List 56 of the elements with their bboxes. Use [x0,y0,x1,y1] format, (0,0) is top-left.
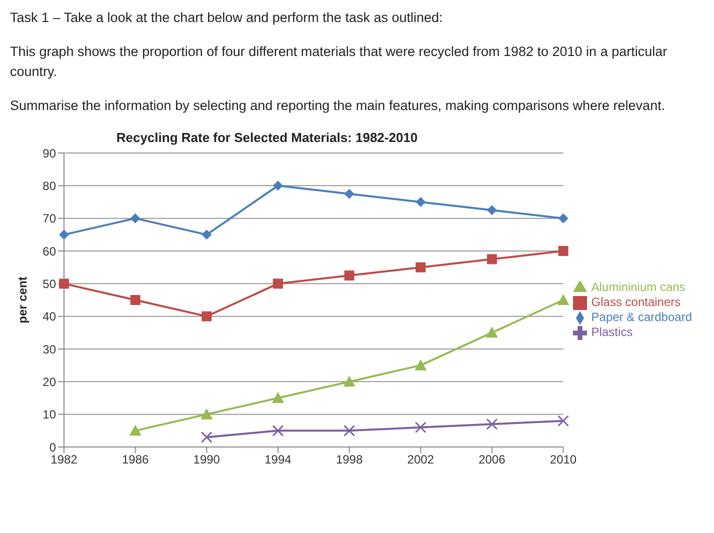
x-tick-label: 1998 [336,452,363,467]
point [272,392,284,403]
y-tick-label: 30 [42,342,56,356]
point [416,262,426,272]
point [558,213,568,224]
point [558,246,568,256]
point [130,213,140,224]
y-tick-label: 0 [49,440,56,454]
point [129,424,142,436]
y-axis-title: per cent [15,276,30,324]
text: Task 1 – Take a look at the chart below and perform the task as outlined: [10,9,444,27]
point [272,278,283,289]
point [200,408,213,420]
point [558,415,570,427]
point [344,188,354,199]
legend-label: Glass containers [591,295,681,310]
point [202,230,212,240]
point [344,270,354,280]
point [486,205,497,216]
y-tick-label: 90 [42,146,56,160]
x-tick-label: 1994 [264,452,292,467]
point [486,326,498,338]
y-tick-label: 50 [42,276,56,291]
point [272,180,283,191]
x-tick-label: 2002 [407,452,434,467]
text: This graph shows the proportion of four different materials that were recycled from 1982 to 2010 in a particular country. [10,43,668,81]
y-tick-label: 60 [42,244,56,258]
point [59,230,69,240]
point [130,295,140,305]
text: Summarise the information by selecting and reporting the main features, making comparisons where relevant. [10,97,666,115]
y-tick-label: 40 [42,310,56,324]
y-tick-label: 80 [42,178,56,193]
chart-title: Recycling Rate for Selected Materials: 1982-2010 [115,130,419,145]
point [416,197,426,207]
point [557,294,570,305]
point [414,422,426,434]
x-tick-label: 2006 [478,452,506,467]
x-tick-label: 1986 [122,452,149,467]
legend-label: Paper & cardboard [591,310,692,324]
point [59,278,69,289]
point [344,424,356,436]
y-tick-label: 70 [42,212,56,226]
y-tick-label: 10 [42,408,56,422]
point [202,311,212,322]
legend-label: Alumininium cans [591,280,686,294]
x-tick-label: 1990 [193,452,220,467]
point [272,424,284,436]
point [486,254,497,264]
legend-label: Plastics [591,324,633,339]
x-tick-label: 2010 [550,452,577,467]
y-tick-label: 20 [42,374,56,389]
x-tick-label: 1982 [50,452,78,467]
point [200,431,212,443]
point [343,376,356,387]
point [486,418,498,430]
point [414,359,427,370]
